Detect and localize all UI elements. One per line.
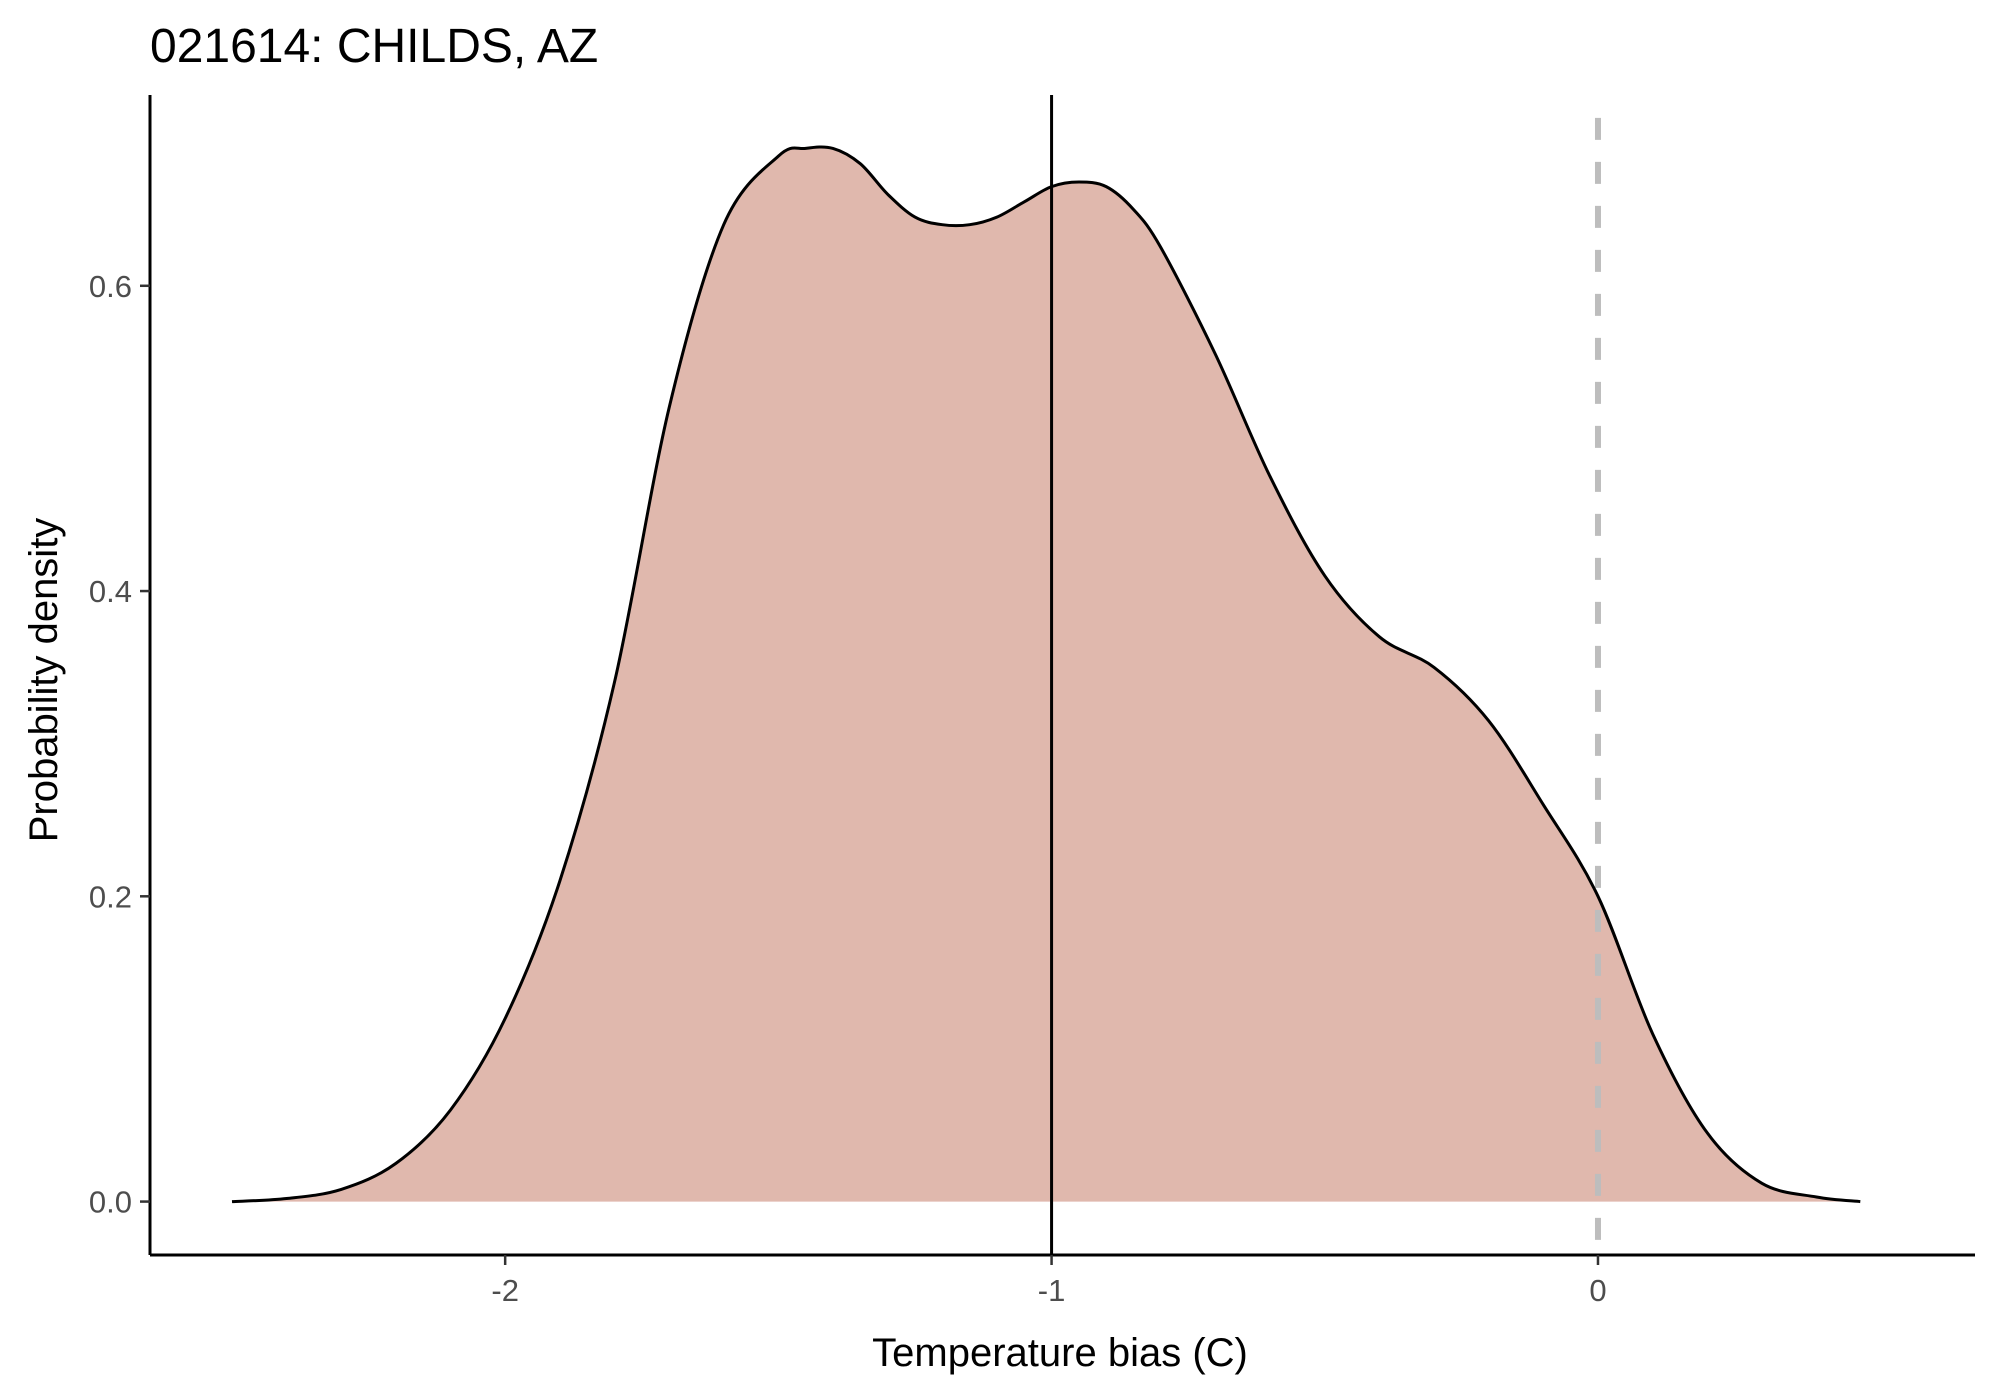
y-axis-title: Probability density [22, 518, 66, 843]
x-axis-title: Temperature bias (C) [872, 1331, 1248, 1375]
density-line [231, 145, 1861, 1204]
y-tick-label: 0.6 [89, 269, 132, 304]
x-tick-label: -1 [1038, 1273, 1066, 1308]
x-tick-label: 0 [1589, 1273, 1606, 1308]
x-tick-label: -2 [491, 1273, 519, 1308]
y-tick-label: 0.0 [89, 1185, 132, 1220]
y-tick-label: 0.2 [89, 879, 132, 914]
density-area [232, 146, 1861, 1202]
chart-title: 021614: CHILDS, AZ [150, 20, 598, 73]
axes: -2 -1 0 0.0 0.2 0.4 0.6 [89, 95, 1975, 1308]
y-tick-label: 0.4 [89, 574, 132, 609]
plot-area [231, 95, 1861, 1255]
